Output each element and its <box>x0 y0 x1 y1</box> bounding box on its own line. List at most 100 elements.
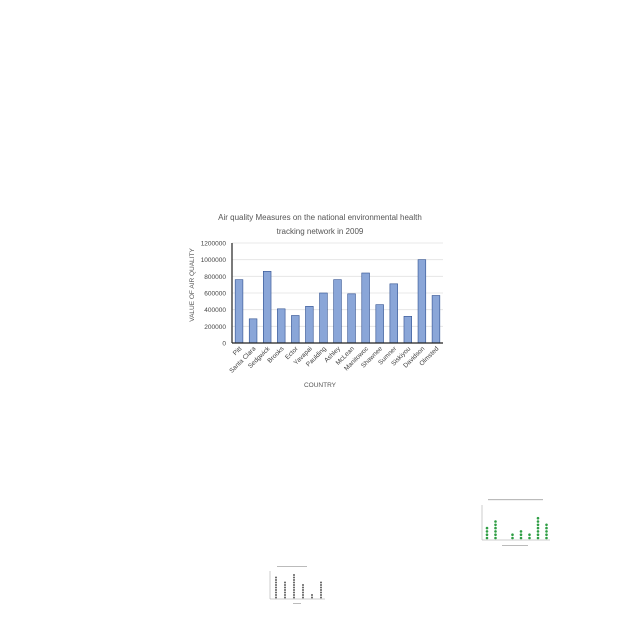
dot-marker <box>275 586 277 589</box>
bar <box>248 318 258 344</box>
dot-marker <box>536 530 540 533</box>
bar <box>403 316 413 344</box>
dot-marker <box>275 591 277 594</box>
dot-marker <box>494 530 497 533</box>
thumbnail-title-placeholder <box>488 499 543 501</box>
dot-marker <box>284 584 286 586</box>
dot-marker <box>293 581 295 584</box>
dot-marker <box>275 589 277 591</box>
bar <box>305 306 314 344</box>
thumbnail-dots <box>485 516 548 540</box>
bar <box>319 292 328 344</box>
dot-marker <box>536 533 540 536</box>
dot-marker <box>320 584 322 586</box>
dot-marker <box>545 526 548 530</box>
y-tick-label: 600000 <box>204 291 226 298</box>
dot-marker <box>302 591 304 594</box>
dot-marker <box>302 584 304 586</box>
dot-marker <box>275 596 277 599</box>
air-quality-bar-chart: Air quality Measures on the national env… <box>189 213 443 389</box>
dot-marker <box>528 533 531 536</box>
dot-marker <box>293 586 295 589</box>
dot-marker <box>536 536 540 540</box>
dot-marker <box>519 536 523 540</box>
dot-marker <box>275 576 277 579</box>
bar <box>347 293 356 344</box>
dot-marker <box>302 589 304 591</box>
chart-title-line-2: tracking network in 2009 <box>277 227 364 236</box>
thumbnail-dots <box>275 574 322 599</box>
dot-marker <box>485 536 489 540</box>
dot-marker <box>536 523 540 527</box>
x-tick-label: Brooks <box>266 345 286 365</box>
bar <box>375 304 384 344</box>
dot-marker <box>545 533 548 536</box>
dot-marker <box>284 594 286 596</box>
dot-marker <box>494 520 497 523</box>
dot-marker <box>320 591 322 594</box>
dot-marker <box>293 589 295 591</box>
dot-marker <box>302 586 304 589</box>
dot-marker <box>511 533 514 536</box>
thumbnail-xlabel-placeholder <box>293 603 301 604</box>
dot-marker <box>485 526 489 530</box>
dot-marker <box>320 594 322 596</box>
thumbnail-dot-chart-green <box>481 499 550 546</box>
dot-marker <box>519 533 523 536</box>
dot-marker <box>545 523 548 527</box>
dot-marker <box>311 594 313 596</box>
bar <box>361 272 370 344</box>
dot-marker <box>293 591 295 594</box>
dot-marker <box>311 596 313 599</box>
x-axis-label: COUNTRY <box>304 382 337 389</box>
dot-marker <box>284 586 286 589</box>
y-tick-label: 800000 <box>204 274 226 281</box>
dot-marker <box>511 536 514 540</box>
dot-marker <box>494 533 497 536</box>
y-axis-label: VALUE OF AIR QUALITY <box>189 248 196 322</box>
thumbnail-dot-chart-gray <box>269 566 325 604</box>
dot-marker <box>293 594 295 596</box>
dot-marker <box>494 526 497 530</box>
dot-marker <box>284 589 286 591</box>
bar <box>417 259 427 344</box>
dot-marker <box>284 596 286 599</box>
bar <box>291 315 300 344</box>
y-tick-label: 1200000 <box>201 241 227 248</box>
y-tick-label: 0 <box>222 341 226 348</box>
bar <box>389 283 398 344</box>
dot-marker <box>320 586 322 589</box>
bar <box>234 279 244 344</box>
dot-marker <box>275 579 277 581</box>
dot-marker <box>284 581 286 584</box>
bar <box>333 279 342 344</box>
chart-title-line-1: Air quality Measures on the national env… <box>218 213 422 222</box>
dot-marker <box>528 536 531 540</box>
thumbnail-xlabel-placeholder <box>502 545 528 546</box>
dot-marker <box>293 574 295 576</box>
y-tick-label: 400000 <box>204 307 226 314</box>
dot-marker <box>275 581 277 584</box>
dot-marker <box>494 536 497 540</box>
dot-marker <box>536 516 540 520</box>
dot-marker <box>302 596 304 599</box>
dot-marker <box>536 526 540 530</box>
dot-marker <box>519 530 523 533</box>
dot-marker <box>284 591 286 594</box>
dot-marker <box>320 581 322 584</box>
bar <box>431 295 441 344</box>
dot-marker <box>485 533 489 536</box>
dot-marker <box>485 530 489 533</box>
bar <box>277 308 286 344</box>
y-tick-label: 200000 <box>204 324 226 331</box>
dot-marker <box>293 584 295 586</box>
dot-marker <box>494 523 497 527</box>
dot-marker <box>275 584 277 586</box>
bars <box>234 259 441 344</box>
bar <box>262 271 272 344</box>
dot-marker <box>293 596 295 599</box>
y-tick-labels: 0 200000 400000 600000 800000 1000000 1200000 <box>201 241 227 348</box>
dot-marker <box>545 536 548 540</box>
thumbnail-title-placeholder <box>277 566 307 567</box>
